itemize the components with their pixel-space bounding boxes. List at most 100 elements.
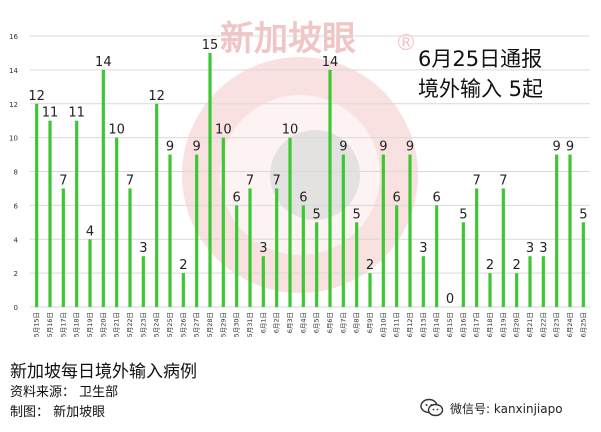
bar-value-label: 5	[459, 207, 467, 222]
bar-value-label: 7	[273, 173, 281, 188]
bar	[288, 137, 292, 307]
x-tick-label: 5月18日	[73, 312, 81, 337]
x-tick-label: 5月25日	[166, 312, 174, 337]
bar-value-label: 14	[95, 55, 112, 70]
bar	[221, 137, 225, 307]
x-tick-label: 5月15日	[33, 312, 41, 337]
x-tick-label: 6月9日	[366, 312, 374, 333]
bar-value-label: 12	[148, 89, 165, 104]
maker-line: 制图： 新加坡眼	[10, 405, 106, 420]
x-tick-label: 5月22日	[126, 312, 134, 337]
wechat-badge: 微信号: kanxinjiapo	[420, 398, 563, 418]
bar	[35, 103, 39, 307]
bar	[421, 256, 425, 307]
x-tick-label: 6月6日	[326, 312, 334, 333]
x-tick-label: 6月11日	[393, 312, 401, 337]
bar-value-label: 11	[42, 106, 59, 121]
watermark-eye	[270, 130, 360, 220]
bar-value-label: 0	[446, 292, 454, 307]
bar-value-label: 10	[108, 123, 125, 138]
bar-value-label: 9	[406, 140, 414, 155]
x-tick-label: 6月7日	[339, 312, 347, 333]
bar-value-label: 5	[313, 207, 321, 222]
bar-value-label: 5	[353, 207, 361, 222]
bar	[408, 154, 412, 307]
bar	[235, 205, 239, 307]
wechat-label: 微信号: kanxinjiapo	[450, 401, 563, 416]
x-tick-label: 5月31日	[246, 312, 254, 337]
x-tick-label: 5月21日	[113, 312, 121, 337]
bar-value-label: 7	[499, 173, 507, 188]
bar-value-label: 6	[299, 190, 307, 205]
bar	[301, 205, 305, 307]
bar	[555, 154, 559, 307]
announcement-callout: 6月25日通报 境外输入 5起	[418, 44, 543, 104]
bar	[488, 273, 492, 307]
x-tick-label: 5月23日	[139, 312, 147, 337]
x-tick-label: 6月15日	[446, 312, 454, 337]
bar-value-label: 3	[259, 241, 267, 256]
bar-value-label: 14	[322, 55, 339, 70]
bar-value-label: 9	[193, 140, 201, 155]
x-tick-label: 6月25日	[579, 312, 587, 337]
x-tick-label: 6月1日	[259, 312, 267, 333]
y-tick-label: 8	[14, 169, 18, 177]
x-tick-label: 5月29日	[219, 312, 227, 337]
bar-value-label: 2	[179, 258, 187, 273]
bar	[48, 120, 52, 307]
chart-title: 新加坡每日境外输入病例	[10, 362, 197, 382]
bar	[368, 273, 372, 307]
bar-value-label: 9	[166, 140, 174, 155]
bar-value-label: 2	[513, 258, 521, 273]
bar	[355, 222, 359, 307]
x-tick-label: 6月22日	[539, 312, 547, 337]
wechat-icon	[420, 398, 444, 417]
x-tick-label: 6月19日	[499, 312, 507, 337]
bar	[61, 188, 65, 307]
x-tick-label: 6月8日	[353, 312, 361, 333]
bar	[501, 188, 505, 307]
bar	[141, 256, 145, 307]
watermark-text: 新加坡眼	[220, 19, 356, 59]
bar-value-label: 9	[566, 140, 574, 155]
x-tick-label: 5月19日	[86, 312, 94, 337]
y-tick-label: 10	[9, 135, 18, 143]
bar	[395, 205, 399, 307]
bar-value-label: 12	[28, 89, 45, 104]
bar	[155, 103, 159, 307]
bar-value-label: 4	[86, 224, 94, 239]
x-tick-label: 5月28日	[206, 312, 214, 337]
y-tick-label: 4	[14, 236, 19, 244]
bar-value-label: 6	[393, 190, 401, 205]
y-tick-label: 16	[9, 33, 18, 41]
x-tick-label: 6月16日	[459, 312, 467, 337]
bar	[168, 154, 172, 307]
x-tick-label: 5月16日	[46, 312, 54, 337]
gridlines	[30, 35, 590, 308]
bar-value-label: 15	[202, 38, 219, 53]
bar	[128, 188, 132, 307]
bar	[261, 256, 265, 307]
y-axis-ticks: 0 2 4 6 8 10 12 14 16	[9, 33, 18, 312]
callout-line-1: 6月25日通报	[418, 47, 543, 71]
y-tick-label: 0	[14, 304, 18, 312]
bar-value-label: 9	[553, 140, 561, 155]
bar	[275, 188, 279, 307]
bar-value-label: 7	[473, 173, 481, 188]
bar-value-label: 5	[579, 207, 587, 222]
bar	[541, 256, 545, 307]
data-labels: 1211711414107312929151067371065149529693…	[28, 38, 587, 307]
bar-value-label: 3	[526, 241, 534, 256]
x-tick-label: 6月20日	[513, 312, 521, 337]
bar	[328, 69, 332, 307]
bar	[101, 69, 105, 307]
x-tick-label: 6月17日	[473, 312, 481, 337]
bar-value-label: 3	[139, 241, 147, 256]
callout-line-2: 境外输入 5起	[418, 77, 544, 101]
x-tick-label: 6月14日	[433, 312, 441, 337]
x-tick-label: 6月13日	[419, 312, 427, 337]
bar-value-label: 2	[486, 258, 494, 273]
bar	[181, 273, 185, 307]
x-axis-ticks: 5月15日 5月16日 5月17日 5月18日 5月19日 5月20日 5月21日 5月22日…	[33, 312, 588, 337]
